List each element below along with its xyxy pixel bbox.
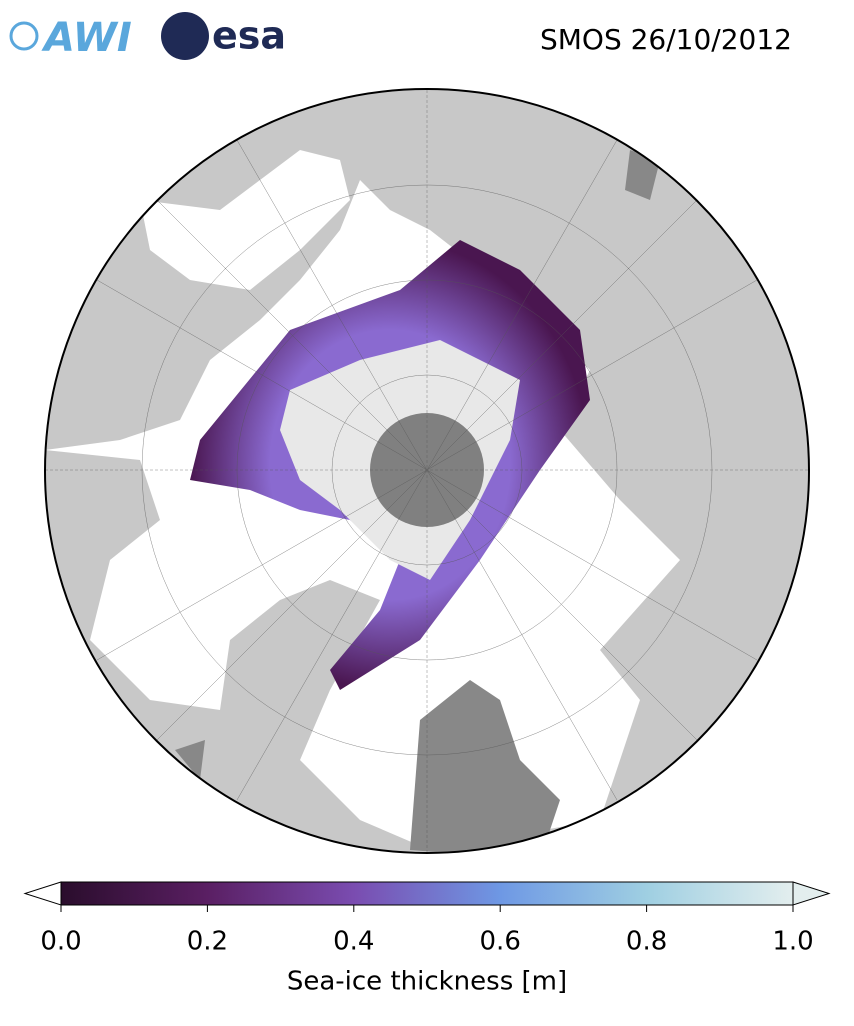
land-dark bbox=[410, 680, 560, 853]
colorbar-tick-label: 0.2 bbox=[187, 927, 228, 957]
colorbar-tick-label: 1.0 bbox=[772, 927, 813, 957]
logo-text: esa bbox=[212, 14, 286, 58]
logo-text: AWI bbox=[41, 15, 132, 61]
logo-esa: esa bbox=[161, 12, 286, 60]
colorbar-extend-high bbox=[792, 881, 831, 906]
logo-icon bbox=[161, 12, 209, 60]
land-dark bbox=[175, 740, 205, 780]
map bbox=[45, 89, 809, 853]
ocean bbox=[140, 150, 350, 290]
colorbar-tick-label: 0.0 bbox=[40, 927, 81, 957]
colorbar-tick-label: 0.4 bbox=[333, 927, 374, 957]
colorbar-label: Sea-ice thickness [m] bbox=[287, 967, 567, 997]
colorbar: Sea-ice thickness [m] 0.0 0.2 0.4 0.6 0.8 1.0 bbox=[23, 881, 831, 997]
colorbar-tick-label: 0.8 bbox=[626, 927, 667, 957]
colorbar-ramp bbox=[60, 881, 794, 906]
map-title: SMOS 26/10/2012 bbox=[540, 23, 792, 56]
logo-awi: AWI bbox=[9, 15, 132, 61]
map-border bbox=[44, 88, 810, 854]
colorbar-extend-low bbox=[23, 881, 62, 906]
colorbar-tick-label: 0.6 bbox=[480, 927, 521, 957]
graticule bbox=[45, 89, 809, 853]
logo-icon bbox=[9, 21, 39, 51]
